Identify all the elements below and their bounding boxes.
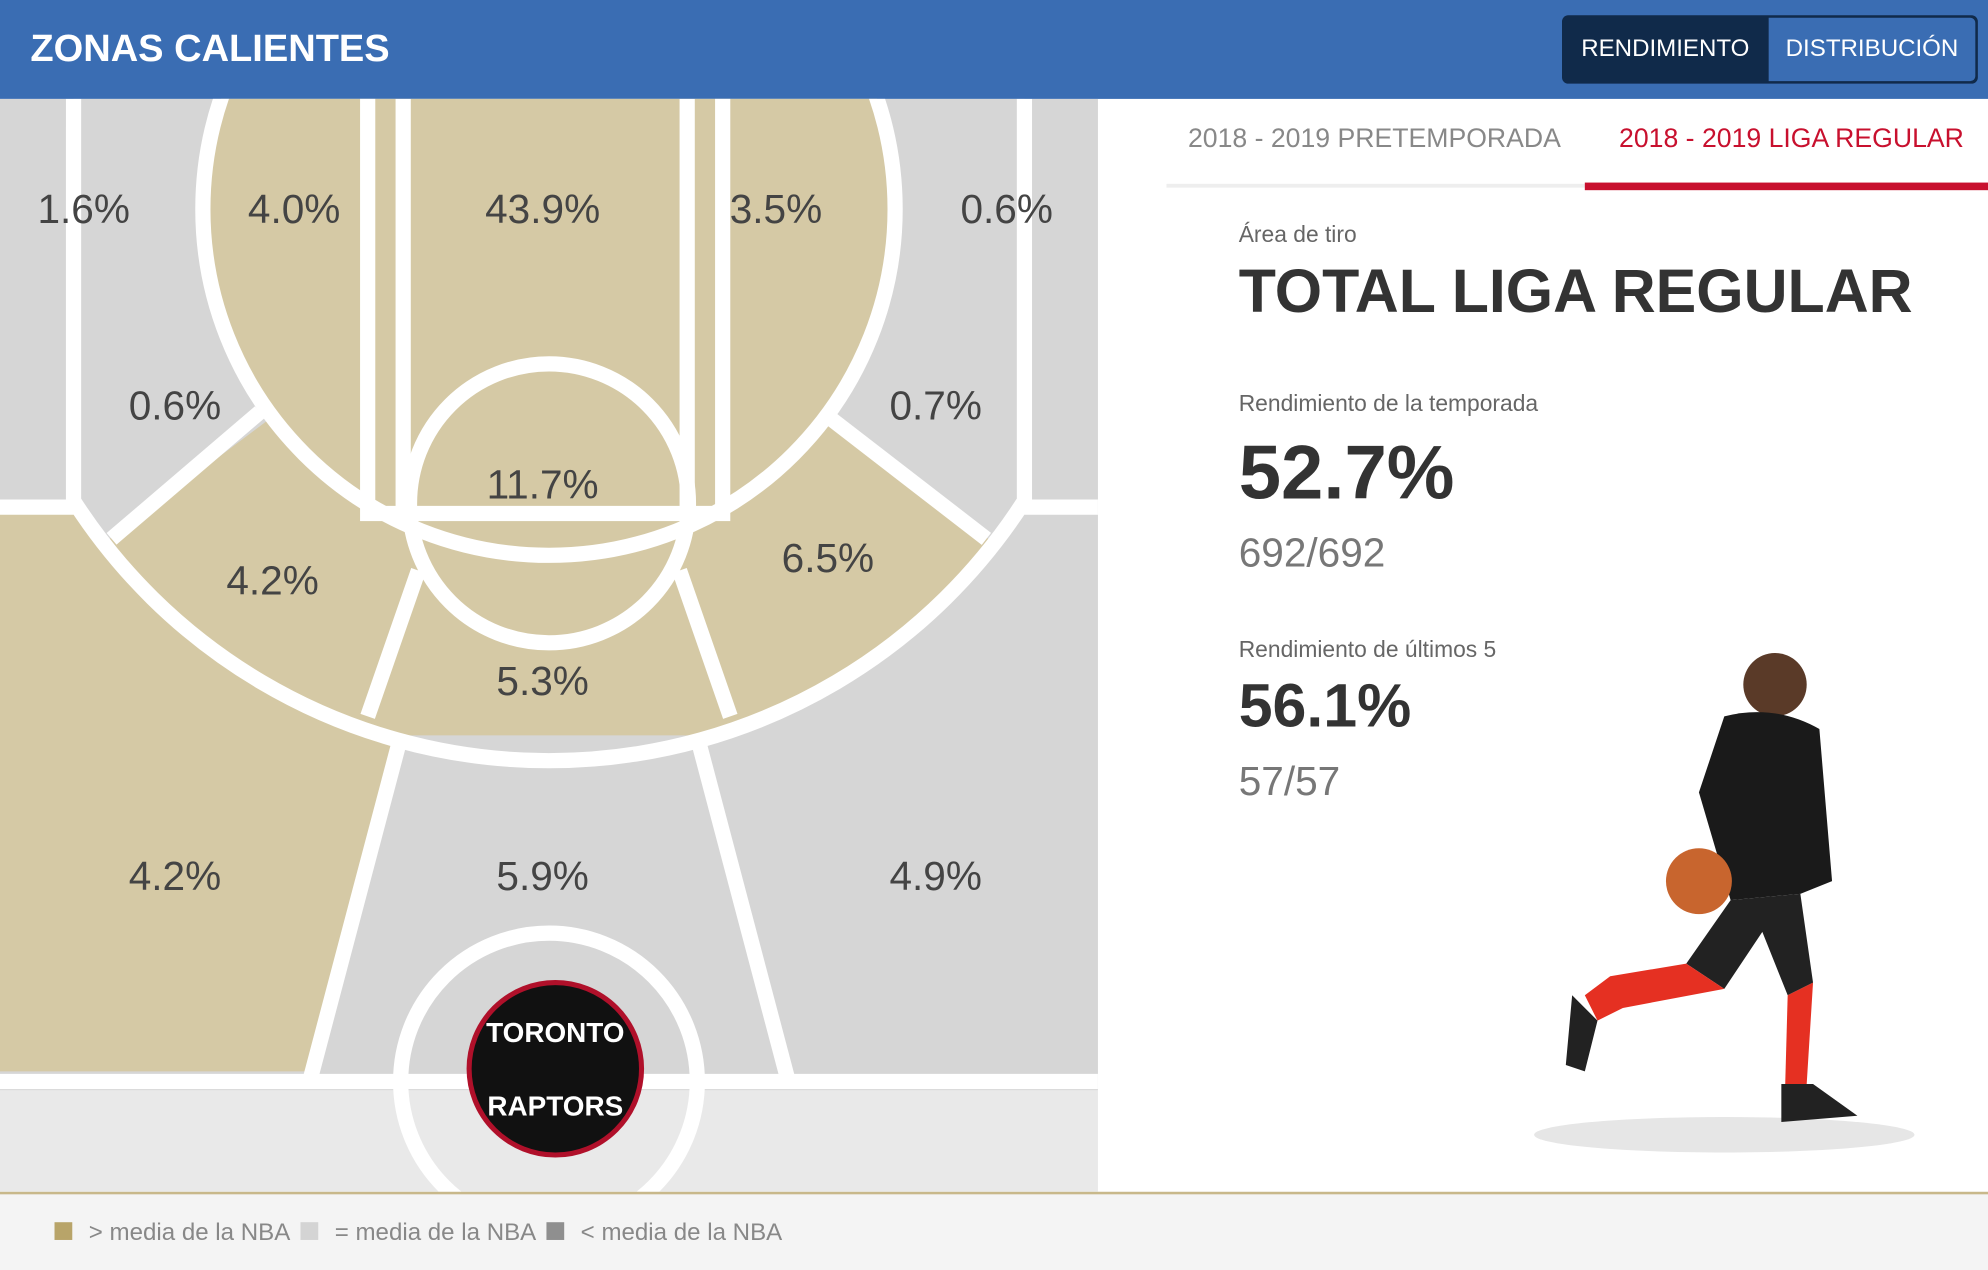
zone-label: 0.7% [889,383,981,429]
tab-rule [1166,183,1988,188]
legend-swatch [300,1222,319,1240]
stat-value: 52.7% [1238,429,1455,515]
zone-label: 5.9% [496,853,588,899]
zone-label: 4.9% [889,853,981,899]
zone-label: 43.9% [485,186,600,232]
zone-label: 4.0% [248,186,340,232]
legend-text: < media de la NBA [580,1219,783,1247]
zone-label: 0.6% [129,383,221,429]
legend-swatch [54,1222,73,1240]
zone-label: 4.2% [226,558,318,604]
season-tab[interactable]: 2018 - 2019 PRETEMPORADA [1187,124,1561,154]
legend-text: > media de la NBA [88,1219,291,1247]
stat-fraction: 692/692 [1238,529,1386,576]
tab-active-bar [1584,182,1988,191]
title: ZONAS CALIENTES [30,27,390,70]
zone-label: 5.3% [496,658,588,704]
label: Rendimiento de últimos 5 [1238,636,1497,662]
zone-label: 6.5% [782,535,874,581]
header: ZONAS CALIENTES RENDIMIENTO DISTRIBUCIÓN [0,0,1988,99]
court: TORONTO RAPTORS 1.6% 4.0% 43.9% 3.5% 0.6% 0.6… [0,98,1098,1192]
tab-button[interactable]: RENDIMIENTO [1581,35,1750,63]
zone-label: 3.5% [730,186,822,232]
zone-label: 11.7% [487,461,599,507]
zone-label: 4.2% [129,853,221,899]
zone-label: 1.6% [37,186,129,232]
stat-value: 56.1% [1238,673,1412,741]
season-tab[interactable]: 2018 - 2019 LIGA REGULAR [1619,124,1964,154]
tab-button[interactable]: DISTRIBUCIÓN [1768,17,1976,82]
logo-text: RAPTORS [487,1091,623,1122]
team-logo [466,980,645,1158]
label: Rendimiento de la temporada [1238,390,1539,416]
player-image [1534,652,1915,1153]
legend-text: = media de la NBA [334,1219,537,1247]
view-toggle: RENDIMIENTO DISTRIBUCIÓN [1562,15,1978,84]
logo-text: TORONTO [486,1017,624,1048]
label: Área de tiro [1238,221,1357,248]
court-lines [0,98,1098,1192]
area-title: TOTAL LIGA REGULAR [1238,258,1913,326]
stat-fraction: 57/57 [1238,758,1341,804]
zone-label: 0.6% [960,186,1052,232]
legend-swatch [546,1222,565,1240]
legend: > media de la NBA = media de la NBA < me… [0,1191,1988,1270]
